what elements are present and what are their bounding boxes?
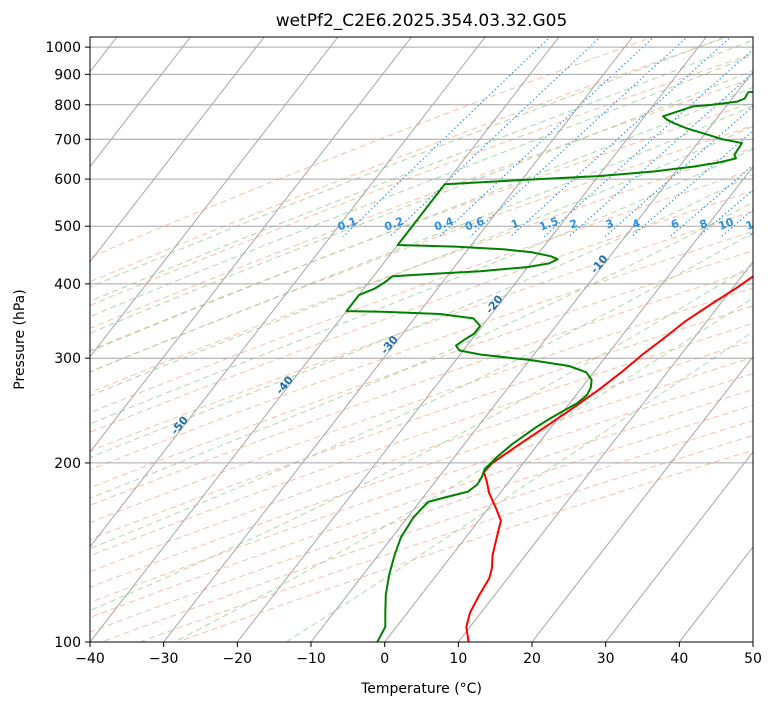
x-tick-label: 20 <box>523 651 541 667</box>
moist-adiabat-line <box>90 232 753 550</box>
x-tick-label: −20 <box>223 651 253 667</box>
isotherm-line <box>90 37 412 453</box>
y-tick-label: 400 <box>54 277 81 293</box>
dry-adiabat-line <box>90 190 753 433</box>
dry-adiabat-line <box>90 287 753 524</box>
mixing-ratio-label: 0.1 <box>336 215 359 234</box>
mixing-ratio-label: 2 <box>568 217 580 232</box>
isotherm-line <box>90 37 560 642</box>
x-tick-label: 50 <box>744 651 762 667</box>
dry-adiabat-line <box>90 356 753 588</box>
dry-adiabat-line <box>90 322 753 557</box>
isotherm-line <box>457 260 753 642</box>
mixing-ratio-line <box>770 23 775 237</box>
mixing-ratio-label: 1 <box>509 217 521 232</box>
background-grid <box>90 23 775 642</box>
y-tick-label: 300 <box>54 351 81 367</box>
mixing-ratio-label: 10 <box>717 215 736 233</box>
y-tick-label: 200 <box>54 456 81 472</box>
y-axis-label: Pressure (hPa) <box>12 289 28 389</box>
isotherm-line <box>236 37 707 642</box>
mixing-ratio-label: 6 <box>669 217 681 232</box>
moist-adiabat-line <box>173 297 753 642</box>
isotherm-line <box>531 356 753 642</box>
x-tick-label: 30 <box>597 651 615 667</box>
dry-adiabat-line <box>90 389 753 618</box>
x-axis-label: Temperature (°C) <box>360 681 482 697</box>
x-tick-label: 40 <box>670 651 688 667</box>
y-tick-label: 500 <box>54 219 81 235</box>
dry-adiabat-line <box>90 124 753 373</box>
isotherm-line <box>384 165 753 642</box>
mixing-ratio-label: 1.5 <box>537 215 560 234</box>
mixing-ratio-label: 0.6 <box>463 215 486 234</box>
mixing-ratio-line <box>669 164 753 238</box>
dry-adiabat-line <box>90 250 753 489</box>
mixing-ratio-label: 3 <box>604 217 616 232</box>
profile-lines <box>345 90 753 642</box>
dry-adiabat-line <box>90 77 753 329</box>
isotherm-line <box>90 37 339 358</box>
y-tick-label: 600 <box>54 172 81 188</box>
moist-adiabat-line <box>90 264 753 612</box>
isotherm-line <box>752 641 753 642</box>
x-tick-label: −30 <box>149 651 179 667</box>
x-tick-label: 0 <box>380 651 389 667</box>
mixing-ratio-label: 8 <box>698 217 710 232</box>
isotherm-line <box>90 37 265 263</box>
mixing-ratio-line <box>389 37 601 238</box>
dry-adiabat-line <box>90 210 753 452</box>
dry-adiabat-line <box>90 53 753 307</box>
isotherm-line <box>90 37 191 168</box>
y-tick-label: 900 <box>54 67 81 83</box>
y-tick-label: 1000 <box>45 40 81 56</box>
y-tick-label: 800 <box>54 98 81 114</box>
mixing-ratio-line <box>510 37 732 238</box>
isotherm-line <box>310 70 753 642</box>
plot-background <box>90 37 753 642</box>
y-tick-label: 100 <box>54 635 81 651</box>
moist-adiabat-line <box>90 54 753 318</box>
isotherm-line <box>605 451 753 642</box>
mixing-ratio-label: 4 <box>630 217 642 232</box>
isotherm-line <box>90 37 486 548</box>
isotherm-line <box>163 37 633 642</box>
dry-adiabat-line <box>90 101 753 351</box>
y-tick-label: 700 <box>54 132 81 148</box>
mixing-ratio-line <box>342 37 551 238</box>
x-tick-label: −40 <box>75 651 105 667</box>
chart-title: wetPf2_C2E6.2025.354.03.32.G05 <box>276 11 568 31</box>
x-tick-label: 10 <box>449 651 467 667</box>
temperature-profile-line <box>465 275 753 642</box>
mixing-ratio-label: 16 <box>766 215 775 233</box>
mixing-ratio-label: 0.2 <box>383 215 406 234</box>
plot-frame <box>89 36 754 643</box>
mixing-ratio-label: 13 <box>744 215 763 232</box>
mixing-ratio-label: 0.4 <box>433 215 456 234</box>
dewpoint-profile-line <box>345 90 753 642</box>
axes: −40 −30 −20 −10 0 10 20 30 40 5010020030040050060… <box>45 40 762 667</box>
x-tick-label: −10 <box>296 651 326 667</box>
mixing-ratio-line <box>439 37 655 238</box>
